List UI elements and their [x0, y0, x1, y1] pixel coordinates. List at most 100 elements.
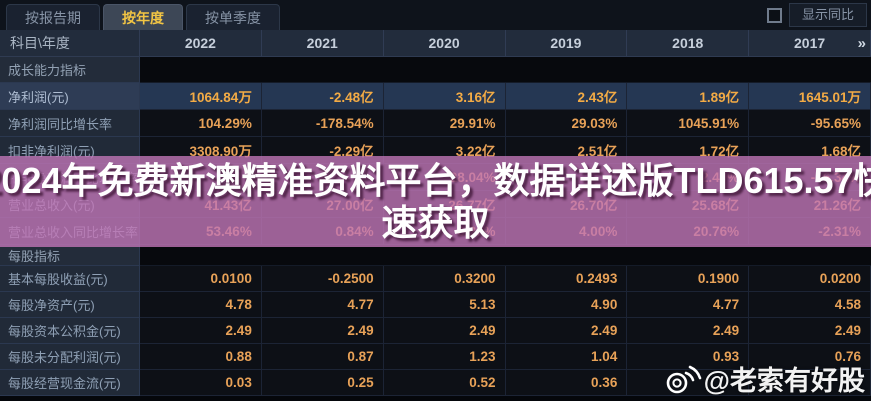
cell-value: 20.76% — [627, 218, 750, 245]
corner-label: 科目\年度 — [0, 30, 140, 56]
row-label: 扣非净利润(元) — [0, 137, 140, 164]
cell-value: 1.23 — [383, 344, 506, 370]
tab-by-report-period[interactable]: 按报告期 — [6, 4, 100, 30]
cell-value: 4.00% — [505, 218, 628, 245]
cell-value: 4.78 — [140, 292, 262, 318]
row-label: 基本每股收益(元) — [0, 266, 140, 292]
row-label: 营业总收入(元) — [0, 191, 140, 218]
row-label: 扣非净利润同比增长率 — [0, 164, 140, 191]
cell-value: 0.84% — [261, 218, 384, 245]
cell-value: 0.36 — [505, 370, 628, 396]
cell-value: 3.22亿 — [383, 137, 506, 164]
cell-value: 0.93 — [627, 344, 750, 370]
cell-value: -2.29亿 — [261, 137, 384, 164]
cell-value: -0.2500 — [261, 266, 384, 292]
cell-value: 26.70亿 — [505, 191, 628, 218]
table-row[interactable]: 每股经营现金流(元) 0.03 0.25 0.52 0.36 — [0, 370, 871, 396]
section-header: 成长能力指标 — [0, 57, 871, 83]
table-row[interactable]: 每股净资产(元) 4.78 4.77 5.13 4.90 4.77 4.58 — [0, 292, 871, 318]
cell-value: 0.1900 — [627, 266, 750, 292]
table-row[interactable]: 净利润(元) 1064.84万 -2.48亿 3.16亿 2.43亿 1.89亿 1645.… — [0, 83, 871, 110]
cell-value: -2.31% — [749, 218, 871, 245]
cell-value: 2.49 — [749, 318, 871, 344]
cell-value: 0.88 — [140, 344, 262, 370]
cell-value: 53.46% — [140, 218, 262, 245]
year-header-2020: 2020 — [384, 30, 506, 56]
cell-value: 4.90 — [505, 292, 628, 318]
cell-value: 3308.90万 — [140, 137, 262, 164]
table-row[interactable]: 扣非净利润同比增长率 28.04% 2.49% -56.34% — [0, 164, 871, 191]
table-row[interactable]: 营业总收入同比增长率 53.46% 0.84% 0.26% 4.00% 20.76% -2.… — [0, 218, 871, 245]
tab-by-year[interactable]: 按年度 — [103, 4, 183, 30]
cell-value: 25.68亿 — [627, 191, 750, 218]
table-body: 成长能力指标 净利润(元) 1064.84万 -2.48亿 3.16亿 2.43亿 1.89… — [0, 57, 871, 396]
cell-value: 2.49 — [383, 318, 506, 344]
row-label: 净利润同比增长率 — [0, 110, 140, 137]
cell-value: 4.77 — [627, 292, 750, 318]
cell-value: -178.54% — [261, 110, 384, 137]
section-header: 每股指标 — [0, 245, 871, 266]
cell-value: 1645.01万 — [749, 83, 871, 110]
cell-value: 3.16亿 — [383, 83, 506, 110]
cell-value: 41.43亿 — [140, 191, 262, 218]
cell-value — [261, 164, 384, 191]
table-row[interactable]: 每股未分配利润(元) 0.88 0.87 1.23 1.04 0.93 0.76 — [0, 344, 871, 370]
year-header-2017: 2017» — [749, 30, 871, 56]
cell-value: 28.04% — [383, 164, 506, 191]
table-header: 科目\年度 2022 2021 2020 2019 2018 2017» — [0, 30, 871, 57]
cell-value: 1.89亿 — [627, 83, 750, 110]
table-row[interactable]: 每股资本公积金(元) 2.49 2.49 2.49 2.49 2.49 2.49 — [0, 318, 871, 344]
cell-value: 0.25 — [261, 370, 384, 396]
cell-value: 2.51亿 — [505, 137, 628, 164]
cell-value — [505, 164, 628, 191]
year-header-2021: 2021 — [262, 30, 384, 56]
row-label: 每股经营现金流(元) — [0, 370, 140, 396]
row-label: 每股净资产(元) — [0, 292, 140, 318]
cell-value — [749, 370, 871, 396]
section-title: 成长能力指标 — [0, 57, 140, 83]
row-label: 营业总收入同比增长率 — [0, 218, 140, 245]
cell-value: 26.77亿 — [383, 191, 506, 218]
cell-value: 1045.91% — [627, 110, 750, 137]
tab-by-quarter[interactable]: 按单季度 — [186, 4, 280, 30]
cell-value: 5.13 — [383, 292, 506, 318]
cell-value: 27.00亿 — [261, 191, 384, 218]
cell-value: 2.49 — [261, 318, 384, 344]
weibo-handle: @老索有好股 — [703, 366, 865, 396]
year-header-2019: 2019 — [506, 30, 628, 56]
table-row[interactable]: 营业总收入(元) 41.43亿 27.00亿 26.77亿 26.70亿 25.68亿 21… — [0, 191, 871, 218]
year-header-2022: 2022 — [140, 30, 262, 56]
cell-value: -56.34% — [749, 164, 871, 191]
cell-value: 0.03 — [140, 370, 262, 396]
section-header-filler — [140, 57, 871, 83]
cell-value: 1.04 — [505, 344, 628, 370]
table-row[interactable]: 净利润同比增长率 104.29% -178.54% 29.91% 29.03% 1045.… — [0, 110, 871, 137]
cell-value: 4.77 — [261, 292, 384, 318]
weibo-watermark: @老索有好股 — [664, 359, 865, 398]
show-yoy-checkbox[interactable] — [766, 7, 782, 23]
cell-value: 0.76 — [749, 344, 871, 370]
scroll-more-columns-icon[interactable]: » — [857, 34, 866, 52]
row-label: 每股未分配利润(元) — [0, 344, 140, 370]
cell-value: 2.49% — [627, 164, 750, 191]
cell-value: -2.48亿 — [261, 83, 384, 110]
weibo-eye-icon — [666, 365, 701, 393]
section-title: 每股指标 — [0, 245, 140, 266]
cell-value: 1.72亿 — [627, 137, 750, 164]
cell-value: 0.26% — [383, 218, 506, 245]
cell-value: -95.65% — [749, 110, 871, 137]
row-label: 每股资本公积金(元) — [0, 318, 140, 344]
show-yoy-label[interactable]: 显示同比 — [788, 3, 867, 27]
section-header-filler — [140, 245, 871, 266]
cell-value: 2.43亿 — [505, 83, 628, 110]
cell-value: 4.58 — [749, 292, 871, 318]
table-row[interactable]: 扣非净利润(元) 3308.90万 -2.29亿 3.22亿 2.51亿 1.72亿 1.6… — [0, 137, 871, 164]
year-header-2018: 2018 — [627, 30, 750, 56]
table-bottom-filler — [0, 396, 871, 401]
table-row[interactable]: 基本每股收益(元) 0.0100 -0.2500 0.3200 0.2493 0.1900… — [0, 266, 871, 292]
cell-value: 1.68亿 — [749, 137, 871, 164]
cell-value: 0.0100 — [140, 266, 262, 292]
cell-value — [140, 164, 262, 191]
show-yoy-control: 显示同比 — [766, 3, 867, 27]
cell-value: 0.3200 — [383, 266, 506, 292]
